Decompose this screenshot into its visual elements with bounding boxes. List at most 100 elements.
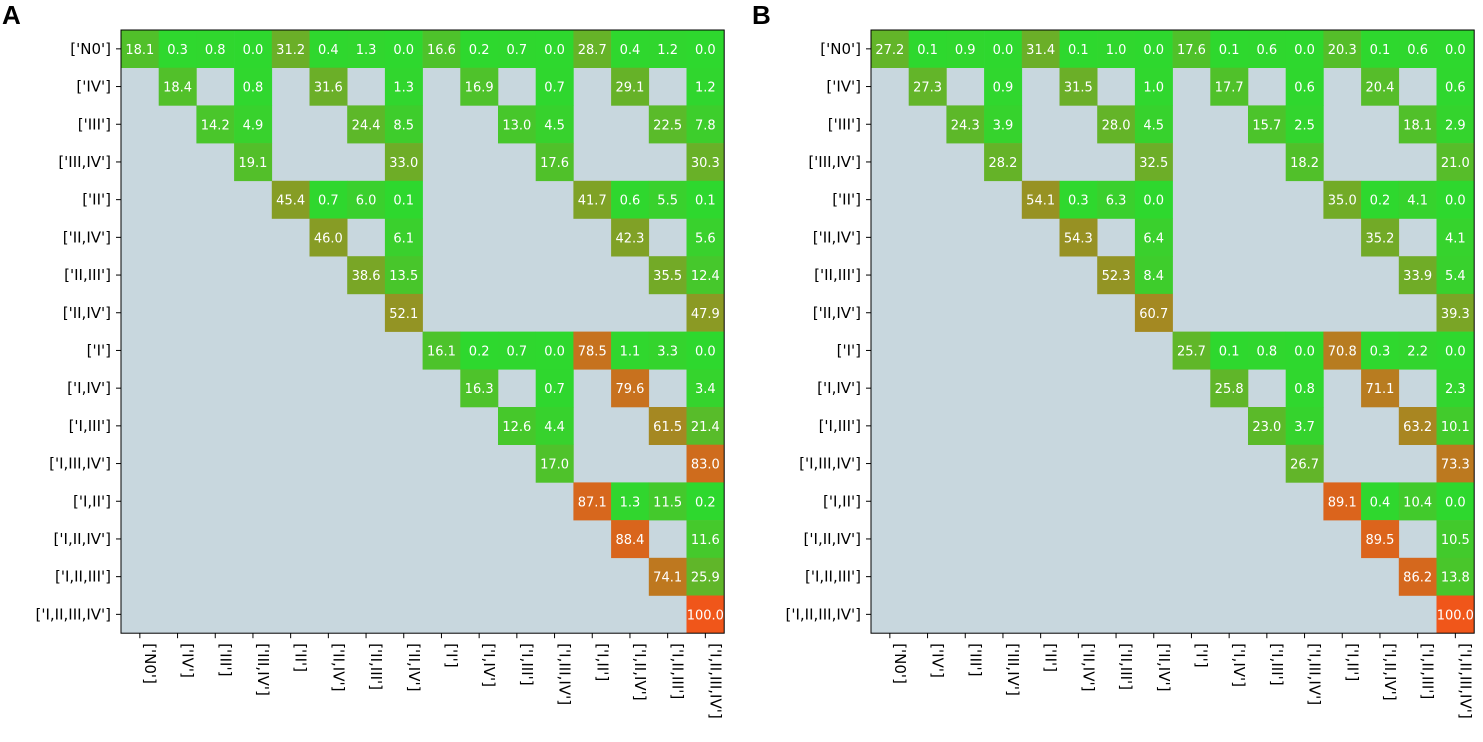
y-tick-label: ['I,II,III']	[55, 568, 111, 586]
y-tick-label: ['II,IV']	[63, 228, 111, 246]
heatmap-cell	[611, 369, 650, 408]
cell-value: 27.3	[913, 81, 942, 96]
cell-value: 78.5	[578, 344, 607, 359]
x-tick-label: ['N0']	[141, 643, 159, 684]
x-tick-label: ['III']	[966, 643, 984, 676]
cell-value: 42.3	[615, 231, 644, 246]
heatmap-cell	[498, 105, 536, 144]
cell-value: 6.3	[1106, 194, 1127, 209]
cell-value: 0.0	[1294, 344, 1315, 359]
heatmap-cell	[1398, 482, 1437, 521]
heatmap-cell	[158, 67, 197, 106]
cell-value: 0.4	[318, 43, 339, 58]
cell-value: 41.7	[578, 194, 607, 209]
heatmap-cell	[460, 67, 499, 106]
heatmap-cell	[1059, 67, 1098, 106]
y-tick-label: ['I,III']	[69, 417, 111, 435]
heatmap-cell	[347, 105, 386, 144]
cell-value: 2.5	[1294, 118, 1315, 133]
x-tick-label: ['III']	[216, 643, 234, 676]
x-tick-label: ['I,II,III']	[1419, 643, 1437, 699]
x-tick-label: ['I,III']	[518, 643, 536, 685]
heatmap-cell	[309, 180, 348, 219]
cell-value: 89.1	[1328, 495, 1357, 510]
cell-value: 0.9	[993, 81, 1014, 96]
heatmap-cell	[611, 67, 650, 106]
cell-value: 23.0	[1252, 420, 1281, 435]
cell-value: 5.5	[657, 194, 678, 209]
heatmap-cell	[946, 105, 985, 144]
x-tick-label: ['I,II']	[593, 643, 611, 681]
heatmap-cell	[686, 256, 725, 295]
heatmap-cell	[234, 30, 273, 68]
heatmap-cell	[234, 67, 273, 106]
cell-value: 0.7	[318, 194, 339, 209]
cell-value: 0.0	[1445, 344, 1466, 359]
heatmap-cell	[686, 331, 725, 370]
cell-value: 21.4	[691, 420, 720, 435]
cell-value: 8.5	[393, 118, 414, 133]
x-tick-label: ['I,IV']	[480, 643, 498, 687]
heatmap-cell	[1097, 180, 1136, 219]
heatmap-cell	[1436, 595, 1475, 634]
cell-value: 1.0	[1106, 43, 1127, 58]
cell-value: 11.5	[653, 495, 682, 510]
y-tick-label: ['I,II']	[73, 492, 111, 510]
cell-value: 14.2	[201, 118, 230, 133]
heatmap-cell	[309, 218, 348, 257]
heatmap-cell	[1398, 407, 1437, 445]
cell-value: 0.6	[620, 194, 641, 209]
cell-value: 74.1	[653, 571, 682, 586]
cell-value: 12.4	[691, 269, 720, 284]
cell-value: 20.4	[1365, 81, 1394, 96]
heatmap-cell	[611, 180, 650, 219]
cell-value: 0.2	[1370, 194, 1391, 209]
y-tick-label: ['III']	[78, 115, 111, 133]
heatmap-cell	[535, 143, 574, 182]
heatmap-cell	[1021, 180, 1060, 219]
heatmap-cell	[535, 369, 574, 408]
heatmap-cell	[347, 180, 386, 219]
heatmap-cell	[686, 444, 725, 483]
heatmap-cell	[573, 180, 612, 219]
cell-value: 8.4	[1143, 269, 1164, 284]
cell-value: 0.2	[695, 495, 716, 510]
cell-value: 33.9	[1403, 269, 1432, 284]
cell-value: 0.0	[1143, 194, 1164, 209]
y-tick-label: ['II']	[832, 191, 861, 209]
cell-value: 0.8	[1294, 382, 1315, 397]
cell-value: 38.6	[352, 269, 381, 284]
cell-value: 89.5	[1365, 533, 1394, 548]
y-tick-label: ['I,II,IV']	[54, 530, 111, 548]
heatmap-cell	[1398, 30, 1437, 68]
heatmap-cell	[984, 105, 1023, 144]
heatmap-cell	[611, 30, 650, 68]
x-tick-label: ['IV']	[929, 643, 947, 678]
heatmap-cell	[1134, 256, 1173, 295]
heatmap-cell	[1361, 520, 1400, 559]
cell-value: 12.6	[502, 420, 531, 435]
cell-value: 24.3	[951, 118, 980, 133]
x-tick-label: ['II,III']	[367, 643, 385, 690]
cell-value: 21.0	[1441, 156, 1470, 171]
cell-value: 63.2	[1403, 420, 1432, 435]
heatmap-cell	[1361, 218, 1400, 257]
heatmap-cell	[1134, 105, 1173, 144]
heatmap-cell	[648, 331, 687, 370]
heatmap-cell	[1285, 67, 1324, 106]
cell-value: 11.6	[691, 533, 720, 548]
heatmap-cell	[1285, 444, 1324, 483]
heatmap-cell	[384, 180, 423, 219]
cell-value: 2.2	[1407, 344, 1428, 359]
heatmap-cell	[498, 30, 536, 68]
heatmap-cell	[611, 520, 650, 559]
cell-value: 0.7	[507, 43, 528, 58]
heatmap-cell	[1436, 143, 1475, 182]
cell-value: 17.7	[1215, 81, 1244, 96]
cell-value: 0.6	[1257, 43, 1278, 58]
heatmap-cell	[648, 30, 687, 68]
heatmap-cell	[384, 67, 423, 106]
heatmap-cell	[573, 331, 612, 370]
cell-value: 0.3	[1068, 194, 1089, 209]
